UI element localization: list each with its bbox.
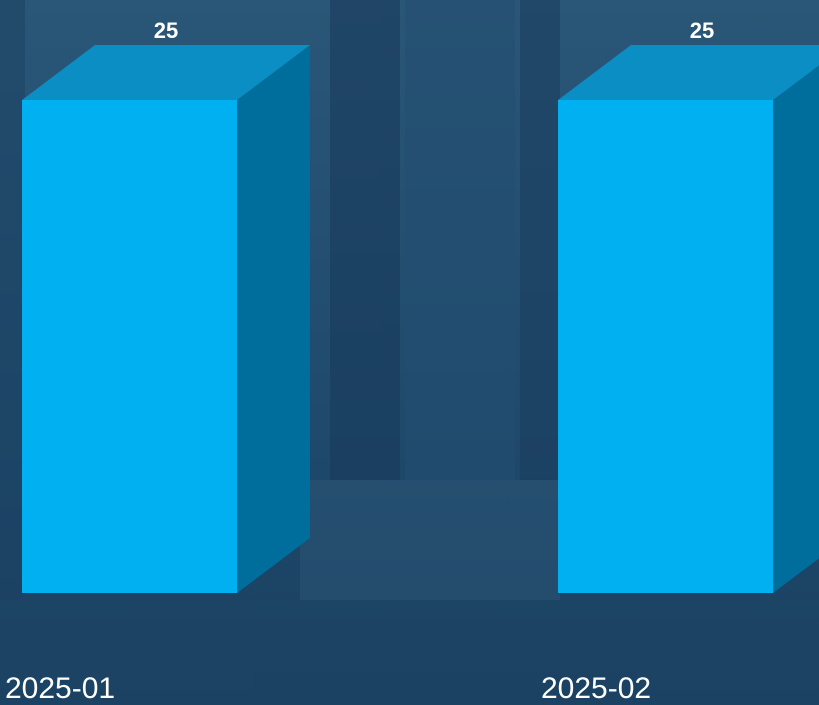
bar: [22, 45, 310, 593]
category-label: 2025-01: [5, 672, 115, 705]
value-label: 25: [154, 18, 178, 43]
bar-front: [558, 100, 773, 593]
bar-side: [237, 45, 310, 593]
bar: [558, 45, 819, 593]
chart: 25 2025-01 25 2025-02: [0, 0, 819, 705]
value-label: 25: [690, 18, 714, 43]
bar-front: [22, 100, 237, 593]
bar-side: [773, 45, 819, 593]
category-label: 2025-02: [541, 672, 651, 705]
